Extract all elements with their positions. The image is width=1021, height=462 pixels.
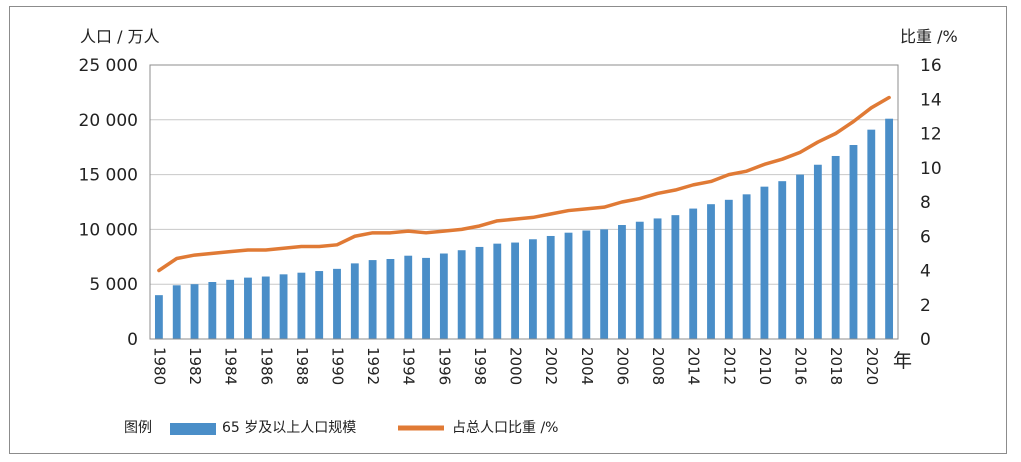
x-tick-label: 2014 bbox=[685, 347, 703, 385]
bar-series bbox=[154, 118, 894, 339]
right-axis-title: 比重 /% bbox=[900, 27, 958, 46]
chart-frame: 0 5 000 10 000 15 000 20 000 25 000 0 2 4 6 8 10 12… bbox=[9, 6, 1007, 454]
x-tick-label: 1982 bbox=[186, 347, 204, 385]
line-series bbox=[157, 95, 891, 273]
bar bbox=[742, 194, 751, 339]
bar bbox=[600, 229, 609, 339]
right-tick-label: 16 bbox=[920, 56, 942, 76]
bar bbox=[154, 295, 163, 339]
bar bbox=[689, 208, 698, 339]
x-tick-label: 2018 bbox=[827, 347, 845, 385]
x-tick-label: 1980 bbox=[150, 347, 168, 385]
bar bbox=[528, 239, 537, 339]
bar bbox=[796, 174, 804, 339]
left-tick-label: 0 bbox=[127, 330, 138, 350]
x-tick-label: 2010 bbox=[756, 347, 774, 385]
bar bbox=[439, 253, 448, 339]
x-tick-label: 1996 bbox=[435, 347, 453, 385]
bar bbox=[671, 215, 680, 339]
x-axis-ticks: 1980 1982 1984 1986 1988 1990 1992 1994 1996 1998… bbox=[150, 347, 880, 385]
bar bbox=[297, 272, 306, 339]
legend-bar-label: 65 岁及以上人口规模 bbox=[222, 420, 356, 436]
bar bbox=[350, 263, 359, 339]
x-tick-label: 2000 bbox=[507, 347, 525, 385]
right-tick-label: 2 bbox=[920, 296, 931, 316]
bar bbox=[244, 277, 252, 339]
left-tick-label: 15 000 bbox=[79, 166, 138, 186]
right-tick-label: 0 bbox=[920, 330, 931, 350]
bar bbox=[760, 186, 769, 339]
x-tick-label: 1994 bbox=[400, 347, 418, 385]
bar bbox=[724, 199, 733, 339]
left-axis-ticks: 0 5 000 10 000 15 000 20 000 25 000 bbox=[79, 56, 138, 350]
legend: 图例 65 岁及以上人口规模 占总人口比重 /% bbox=[124, 420, 558, 436]
bar bbox=[190, 284, 199, 339]
x-tick-label: 1986 bbox=[257, 347, 275, 385]
legend-bar-swatch bbox=[170, 423, 216, 435]
bar bbox=[831, 155, 840, 339]
bar bbox=[778, 181, 787, 339]
bar bbox=[564, 232, 573, 339]
bar bbox=[867, 129, 876, 339]
bar bbox=[475, 246, 484, 339]
x-tick-label: 1988 bbox=[293, 347, 311, 385]
right-tick-label: 12 bbox=[920, 125, 942, 145]
bar bbox=[386, 258, 395, 339]
right-tick-label: 8 bbox=[920, 193, 931, 213]
right-tick-label: 6 bbox=[920, 227, 931, 247]
x-tick-label: 2008 bbox=[649, 347, 667, 385]
bar bbox=[404, 255, 413, 339]
x-tick-label: 1998 bbox=[471, 347, 489, 385]
plot-area-border bbox=[149, 64, 899, 340]
right-axis-ticks: 0 2 4 6 8 10 12 14 16 bbox=[920, 56, 942, 350]
bar bbox=[707, 204, 715, 339]
bar bbox=[368, 260, 377, 339]
bar bbox=[279, 274, 288, 339]
bar bbox=[333, 268, 341, 339]
right-tick-label: 10 bbox=[920, 159, 942, 179]
bar bbox=[493, 243, 502, 339]
bar bbox=[172, 285, 181, 339]
bar bbox=[582, 230, 591, 339]
bar bbox=[849, 145, 858, 339]
bar bbox=[261, 276, 270, 339]
x-tick-label: 1992 bbox=[364, 347, 382, 385]
bar bbox=[546, 235, 555, 339]
left-axis-title: 人口 / 万人 bbox=[80, 27, 160, 46]
bar bbox=[511, 242, 520, 339]
left-tick-label: 25 000 bbox=[79, 56, 138, 76]
left-tick-label: 20 000 bbox=[79, 111, 138, 131]
left-tick-label: 10 000 bbox=[79, 220, 138, 240]
x-tick-label: 2016 bbox=[792, 347, 810, 385]
legend-title: 图例 bbox=[124, 420, 152, 436]
x-tick-label: 2006 bbox=[613, 347, 631, 385]
right-tick-label: 14 bbox=[920, 90, 942, 110]
axes bbox=[149, 64, 899, 340]
bar bbox=[208, 282, 217, 339]
x-tick-label: 2002 bbox=[542, 347, 560, 385]
bar bbox=[422, 257, 430, 339]
x-tick-label: 2004 bbox=[578, 347, 596, 385]
x-tick-label: 1984 bbox=[222, 347, 240, 385]
x-tick-label: 1990 bbox=[329, 347, 347, 385]
bar bbox=[618, 225, 626, 339]
legend-line-label: 占总人口比重 /% bbox=[452, 420, 558, 436]
chart-svg: 0 5 000 10 000 15 000 20 000 25 000 0 2 4 6 8 10 12… bbox=[79, 27, 958, 436]
x-tick-label: 2012 bbox=[720, 347, 738, 385]
bar bbox=[635, 221, 644, 339]
bar bbox=[653, 218, 662, 339]
bar bbox=[885, 118, 894, 339]
bar bbox=[813, 164, 822, 339]
bar bbox=[226, 279, 235, 339]
bar bbox=[315, 271, 324, 339]
x-axis-unit-label: 年 bbox=[893, 350, 912, 372]
bar bbox=[457, 250, 466, 339]
x-tick-label: 2020 bbox=[863, 347, 881, 385]
series-line bbox=[157, 95, 891, 273]
left-tick-label: 5 000 bbox=[89, 275, 138, 295]
right-tick-label: 4 bbox=[920, 262, 931, 282]
